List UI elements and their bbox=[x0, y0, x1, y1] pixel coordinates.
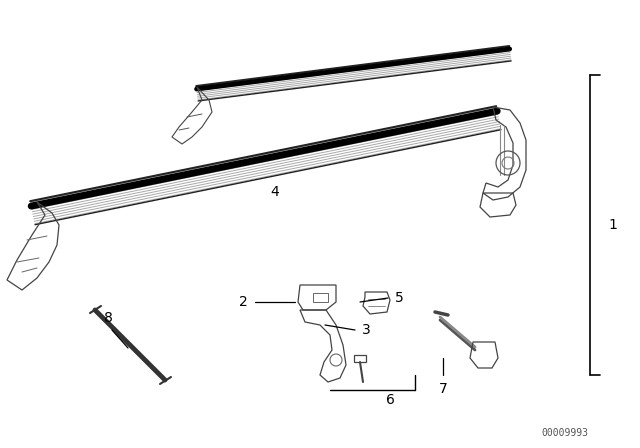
Text: 4: 4 bbox=[271, 185, 280, 199]
Text: 5: 5 bbox=[395, 291, 404, 305]
Text: 3: 3 bbox=[362, 323, 371, 337]
Text: 7: 7 bbox=[438, 382, 447, 396]
Text: 6: 6 bbox=[385, 393, 394, 407]
Text: 00009993: 00009993 bbox=[541, 428, 589, 438]
Text: 1: 1 bbox=[608, 218, 617, 232]
Text: 2: 2 bbox=[239, 295, 248, 309]
Text: 8: 8 bbox=[104, 311, 113, 325]
